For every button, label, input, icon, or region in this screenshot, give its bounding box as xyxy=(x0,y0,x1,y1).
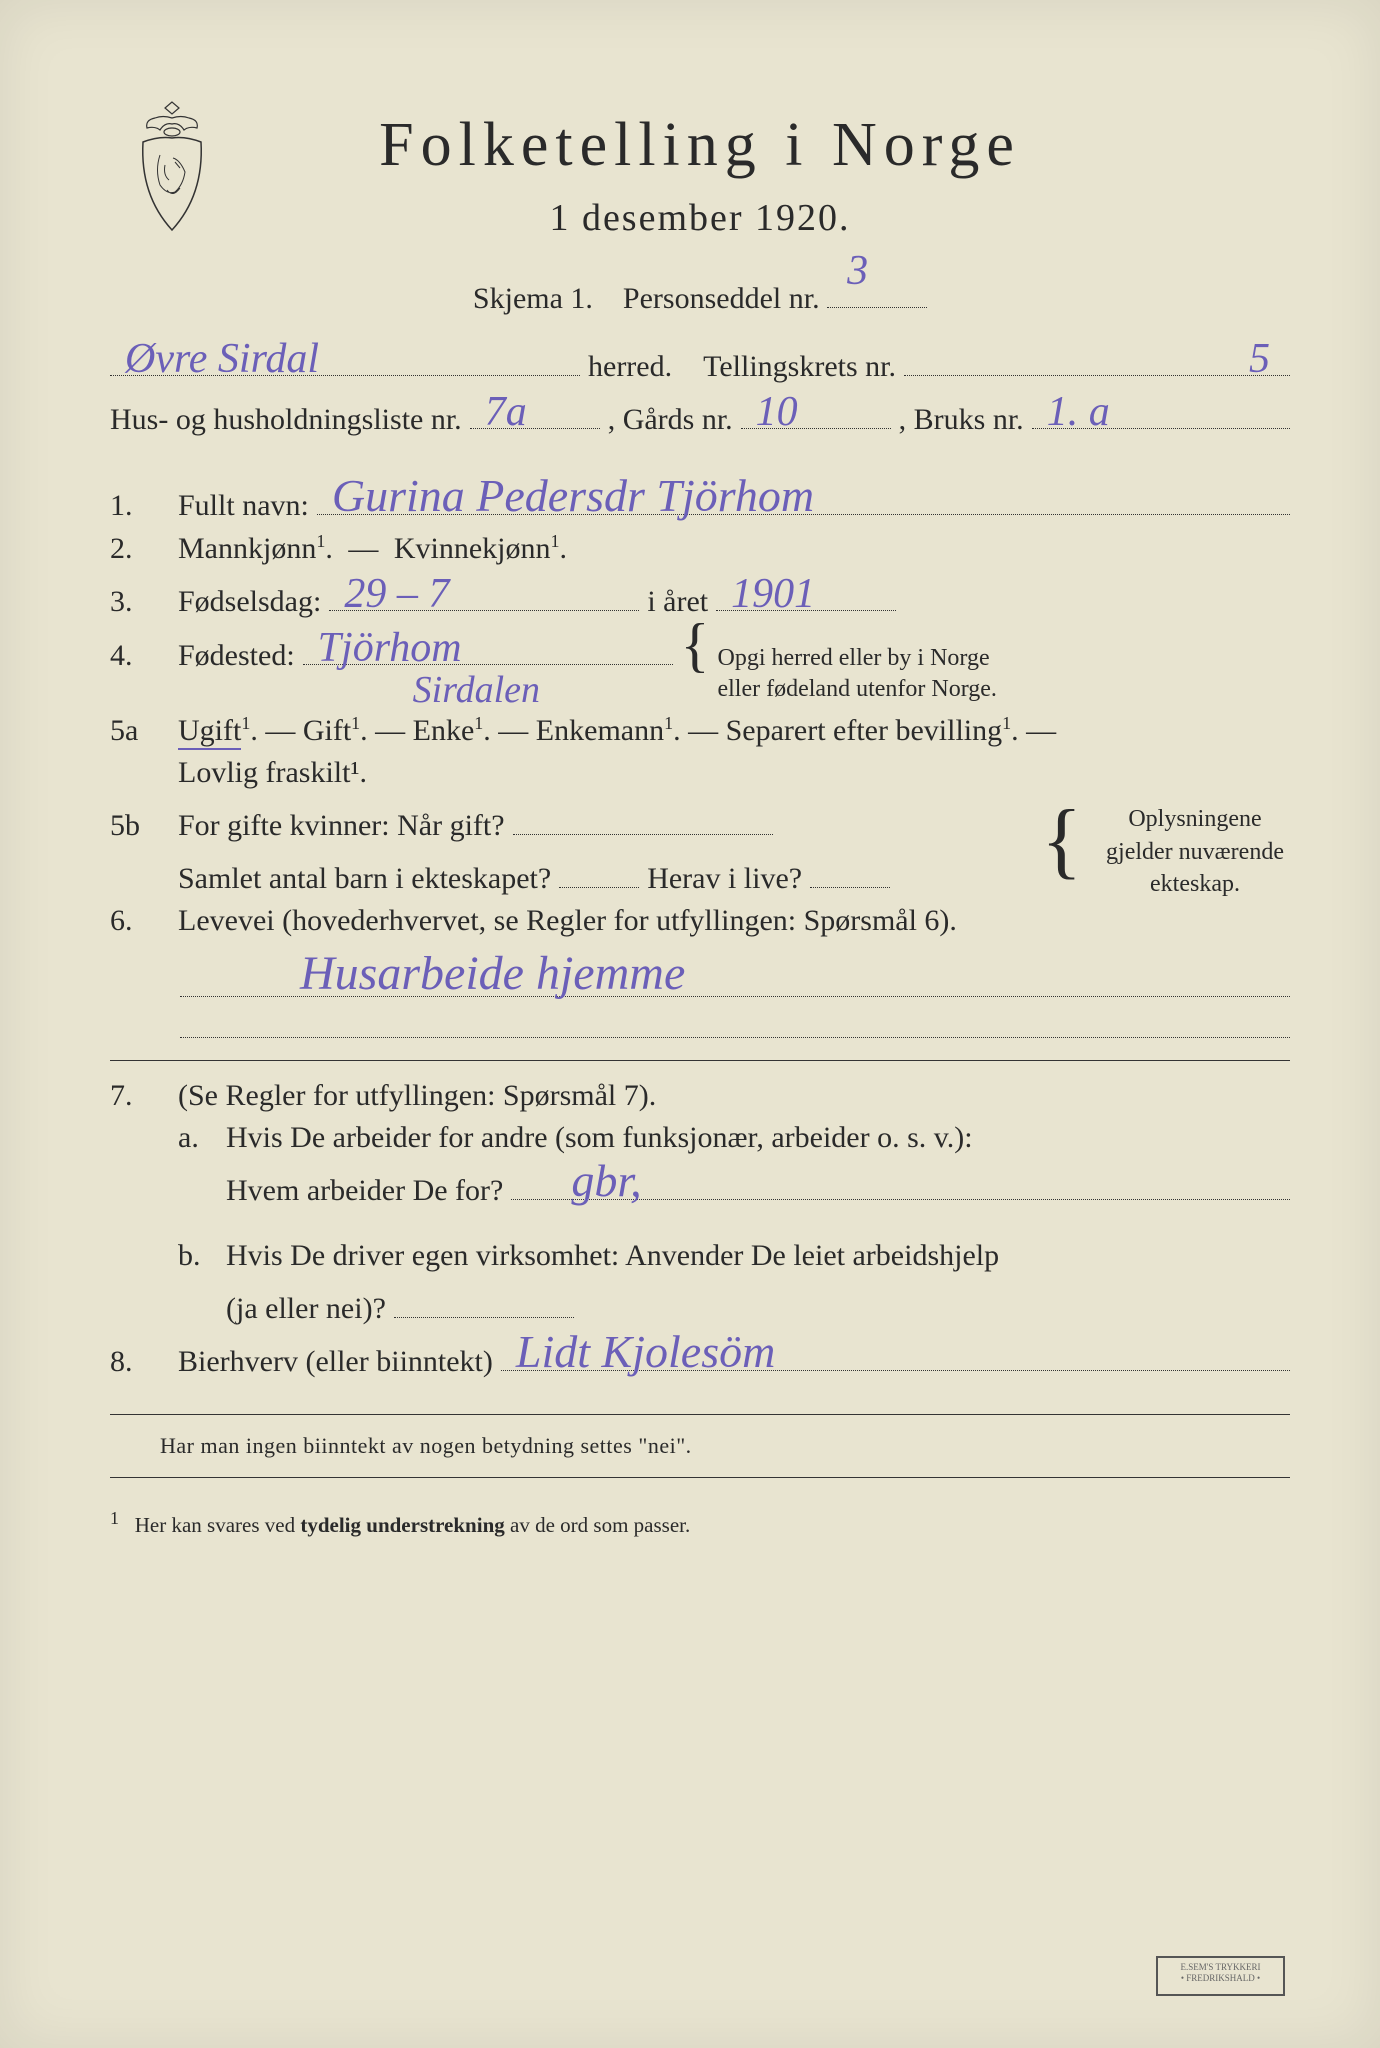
q3-label: Fødselsdag: xyxy=(178,585,321,619)
q5b-block: 5b For gifte kvinner: Når gift? Samlet a… xyxy=(110,798,1290,896)
q4-num: 4. xyxy=(110,639,170,673)
coat-of-arms-icon xyxy=(125,100,220,240)
q7a-value: gbr, xyxy=(571,1154,641,1207)
q5a-options2: Lovlig fraskilt¹. xyxy=(178,756,367,790)
brace-icon: { xyxy=(1041,806,1082,874)
bruks-value: 1. a xyxy=(1047,388,1110,436)
skjema-line: Skjema 1. Personseddel nr. 3 xyxy=(110,270,1290,327)
gards-value: 10 xyxy=(756,388,798,436)
gards-label: , Gårds nr. xyxy=(608,403,733,437)
q8-label: Bierhverv (eller biinntekt) xyxy=(178,1345,493,1379)
personseddel-label: Personseddel nr. xyxy=(623,282,820,315)
q7b-l2: (ja eller nei)? xyxy=(226,1292,386,1326)
q2-row: 2. Mannkjønn1. — Kvinnekjønn1. xyxy=(110,531,1290,566)
q4-value: Tjörhom xyxy=(318,624,462,672)
q7b-row2: (ja eller nei)? xyxy=(110,1281,1290,1326)
q2-num: 2. xyxy=(110,532,170,566)
q7a-l2: Hvem arbeider De for? xyxy=(226,1174,503,1208)
q7-label: (Se Regler for utfyllingen: Spørsmål 7). xyxy=(178,1079,656,1113)
q8-num: 8. xyxy=(110,1345,170,1379)
q5a-options: Ugift1. — Gift1. — Enke1. — Enkemann1. —… xyxy=(178,713,1056,748)
q8-value: Lidt Kjolesöm xyxy=(516,1325,775,1378)
q7a-row1: a. Hvis De arbeider for andre (som funks… xyxy=(110,1121,1290,1155)
q3-num: 3. xyxy=(110,585,170,619)
q5a-row: 5a Ugift1. — Gift1. — Enke1. — Enkemann1… xyxy=(110,713,1290,748)
q5b-num: 5b xyxy=(110,809,170,843)
hus-value: 7a xyxy=(485,388,527,436)
form-title: Folketelling i Norge xyxy=(110,110,1290,181)
q4-row: 4. Fødested: Tjörhom Sirdalen { Opgi her… xyxy=(110,627,1290,705)
divider xyxy=(110,1060,1290,1061)
q5a-num: 5a xyxy=(110,714,170,748)
q6-fill2 xyxy=(180,997,1290,1038)
q5b-l2b: Herav i live? xyxy=(647,862,802,896)
q7a-num: a. xyxy=(178,1121,218,1155)
bottom-note: Har man ingen biinntekt av nogen betydni… xyxy=(160,1433,1290,1459)
q6-fill: Husarbeide hjemme xyxy=(180,946,1290,997)
q2-female: Kvinnekjønn1. xyxy=(394,531,567,566)
q7-num: 7. xyxy=(110,1079,170,1113)
bruks-label: , Bruks nr. xyxy=(899,403,1024,437)
form-header: Folketelling i Norge 1 desember 1920. xyxy=(110,110,1290,240)
q5b-note: Oplysningene gjelder nuværende ekteskap. xyxy=(1085,803,1305,900)
q7a-row2: Hvem arbeider De for? gbr, xyxy=(110,1163,1290,1208)
q1-row: 1. Fullt navn: Gurina Pedersdr Tjörhom xyxy=(110,478,1290,523)
q7b-l1: Hvis De driver egen virksomhet: Anvender… xyxy=(226,1239,999,1273)
printer-stamp: E.SEM'S TRYKKERI• FREDRIKSHALD • xyxy=(1156,1956,1285,1996)
q4-value2: Sirdalen xyxy=(413,668,540,712)
q4-label: Fødested: xyxy=(178,639,295,673)
krets-label: Tellingskrets nr. xyxy=(703,350,896,384)
divider3 xyxy=(110,1477,1290,1478)
q6-row: 6. Levevei (hovederhvervet, se Regler fo… xyxy=(110,904,1290,938)
q5a-row2: Lovlig fraskilt¹. xyxy=(110,756,1290,790)
q7-row: 7. (Se Regler for utfyllingen: Spørsmål … xyxy=(110,1079,1290,1113)
herred-label: herred. xyxy=(588,350,672,384)
q7b-num: b. xyxy=(178,1239,218,1273)
q2-male: Mannkjønn1. xyxy=(178,531,333,566)
q7a-l1: Hvis De arbeider for andre (som funksjon… xyxy=(226,1121,973,1155)
bracket-icon: { xyxy=(681,627,710,663)
census-form-page: Folketelling i Norge 1 desember 1920. Sk… xyxy=(0,0,1380,2048)
q4-note: Opgi herred eller by i Norge eller fødel… xyxy=(717,643,996,705)
krets-value: 5 xyxy=(1249,335,1270,383)
form-date: 1 desember 1920. xyxy=(110,196,1290,240)
skjema-label: Skjema 1. xyxy=(473,282,593,315)
divider2 xyxy=(110,1414,1290,1415)
q5b-l2a: Samlet antal barn i ekteskapet? xyxy=(178,862,551,896)
q1-label: Fullt navn: xyxy=(178,489,309,523)
herred-value: Øvre Sirdal xyxy=(125,335,319,383)
hus-line: Hus- og husholdningsliste nr. 7a , Gårds… xyxy=(110,392,1290,437)
q8-row: 8. Bierhverv (eller biinntekt) Lidt Kjol… xyxy=(110,1334,1290,1379)
personseddel-value: 3 xyxy=(847,232,868,312)
hus-label: Hus- og husholdningsliste nr. xyxy=(110,403,462,437)
q6-label: Levevei (hovederhvervet, se Regler for u… xyxy=(178,904,957,938)
q1-num: 1. xyxy=(110,489,170,523)
herred-line: Øvre Sirdal herred. Tellingskrets nr. 5 xyxy=(110,339,1290,384)
footnote: 1 Her kan svares ved tydelig understrekn… xyxy=(110,1508,1290,1538)
q1-value: Gurina Pedersdr Tjörhom xyxy=(332,469,814,522)
q3-day-value: 29 – 7 xyxy=(344,570,449,618)
q3-year-value: 1901 xyxy=(731,570,815,618)
q6-value: Husarbeide hjemme xyxy=(300,946,685,1001)
q6-num: 6. xyxy=(110,904,170,938)
q7b-row1: b. Hvis De driver egen virksomhet: Anven… xyxy=(110,1239,1290,1273)
q5b-l1: For gifte kvinner: Når gift? xyxy=(178,809,505,843)
